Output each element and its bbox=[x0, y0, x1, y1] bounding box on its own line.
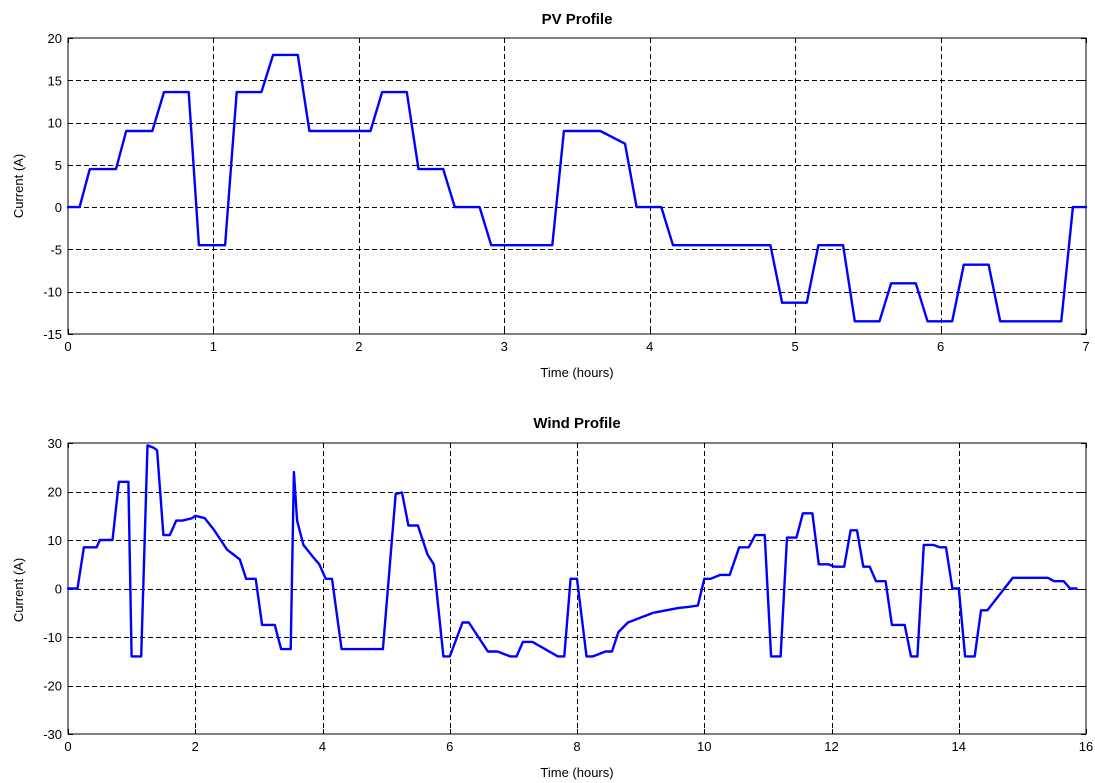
pv-axes-frame bbox=[67, 37, 1087, 335]
pv-x-tick-label: 5 bbox=[792, 339, 799, 354]
pv-y-tick-label: -10 bbox=[43, 285, 62, 300]
pv-y-tick-label: -15 bbox=[43, 327, 62, 342]
wind-x-tick-label: 0 bbox=[64, 739, 71, 754]
pv-profile-chart: 0 1 2 3 4 5 6 7 -15 -10 -5 0 5 10 15 20 PV Profile Time… bbox=[11, 11, 1090, 380]
wind-y-tick-label: 10 bbox=[48, 533, 62, 548]
pv-plot-area: 0 1 2 3 4 5 6 7 -15 -10 -5 0 5 10 15 20 bbox=[43, 31, 1089, 354]
wind-y-tick-label: -30 bbox=[43, 727, 62, 742]
pv-x-tick-label: 0 bbox=[64, 339, 71, 354]
wind-x-tick-label: 16 bbox=[1079, 739, 1093, 754]
pv-chart-title: PV Profile bbox=[542, 11, 613, 28]
wind-x-tick-label: 4 bbox=[319, 739, 326, 754]
wind-x-tick-label: 12 bbox=[824, 739, 838, 754]
pv-x-tick-label: 1 bbox=[210, 339, 217, 354]
wind-y-tick-label: 0 bbox=[55, 582, 62, 597]
wind-y-tick-label: 20 bbox=[48, 485, 62, 500]
wind-profile-chart: 0 2 4 6 8 10 12 14 16 -30 -20 -10 0 10 20 30 Wind Profi… bbox=[11, 415, 1093, 780]
wind-y-tick-label: -10 bbox=[43, 630, 62, 645]
pv-x-tick-label: 3 bbox=[501, 339, 508, 354]
pv-y-tick-label: -5 bbox=[50, 242, 62, 257]
wind-y-axis-label: Current (A) bbox=[11, 558, 26, 622]
wind-chart-title: Wind Profile bbox=[533, 415, 620, 432]
pv-y-axis-label: Current (A) bbox=[11, 154, 26, 218]
pv-x-axis-label: Time (hours) bbox=[540, 365, 613, 380]
wind-x-tick-label: 2 bbox=[192, 739, 199, 754]
pv-y-tick-label: 15 bbox=[48, 73, 62, 88]
wind-x-axis-label: Time (hours) bbox=[540, 765, 613, 780]
pv-y-tick-label: 10 bbox=[48, 116, 62, 131]
wind-x-tick-label: 6 bbox=[446, 739, 453, 754]
wind-y-tick-label: -20 bbox=[43, 679, 62, 694]
wind-x-tick-label: 10 bbox=[697, 739, 711, 754]
wind-x-tick-label: 14 bbox=[952, 739, 966, 754]
wind-series-line bbox=[66, 444, 1078, 658]
pv-x-tick-label: 4 bbox=[646, 339, 653, 354]
pv-x-tick-label: 7 bbox=[1082, 339, 1089, 354]
pv-y-tick-label: 5 bbox=[55, 158, 62, 173]
pv-x-tick-label: 6 bbox=[937, 339, 944, 354]
pv-x-tick-label: 2 bbox=[355, 339, 362, 354]
wind-x-tick-label: 8 bbox=[573, 739, 580, 754]
pv-y-tick-label: 20 bbox=[48, 31, 62, 46]
wind-plot-area: 0 2 4 6 8 10 12 14 16 -30 -20 -10 0 10 20 30 bbox=[43, 436, 1093, 754]
wind-y-tick-label: 30 bbox=[48, 436, 62, 451]
pv-series-line bbox=[66, 53, 1088, 323]
pv-y-tick-label: 0 bbox=[55, 200, 62, 215]
